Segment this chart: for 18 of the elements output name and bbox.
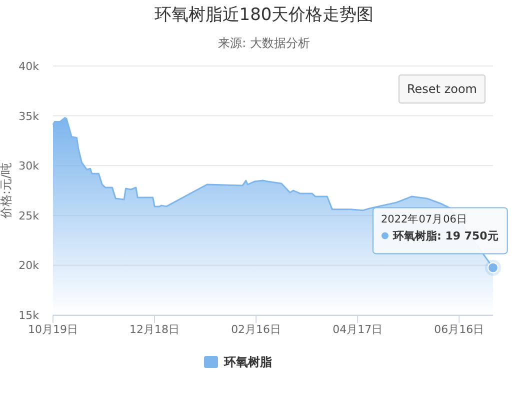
y-tick-label: 15k [18,309,40,322]
annotation: 2022年07月06日 [381,214,468,226]
legend-label: 环氧树脂 [223,355,272,369]
chart-title: 环氧树脂近180天价格走势图 [154,5,374,25]
chart-subtitle: 来源: 大数据分析 [218,36,310,50]
x-tick-label: 12月18日 [130,323,180,336]
y-tick-label: 20k [18,259,40,272]
y-tick-label: 25k [18,209,40,222]
x-tick-label: 02月16日 [231,323,282,336]
x-tick-label: 06月16日 [434,323,484,336]
y-tick-label: 30k [18,160,40,173]
y-tick-label: 35k [18,110,40,123]
x-tick-label: 10月19日 [28,323,78,336]
annotation: Reset zoom [406,82,478,96]
y-axis-title: 价格:元/吨 [0,162,13,220]
annotation: 环氧树脂: 19 750元 [392,230,498,243]
x-tick-label: 04月17日 [332,323,383,336]
y-tick-label: 40k [18,60,40,73]
